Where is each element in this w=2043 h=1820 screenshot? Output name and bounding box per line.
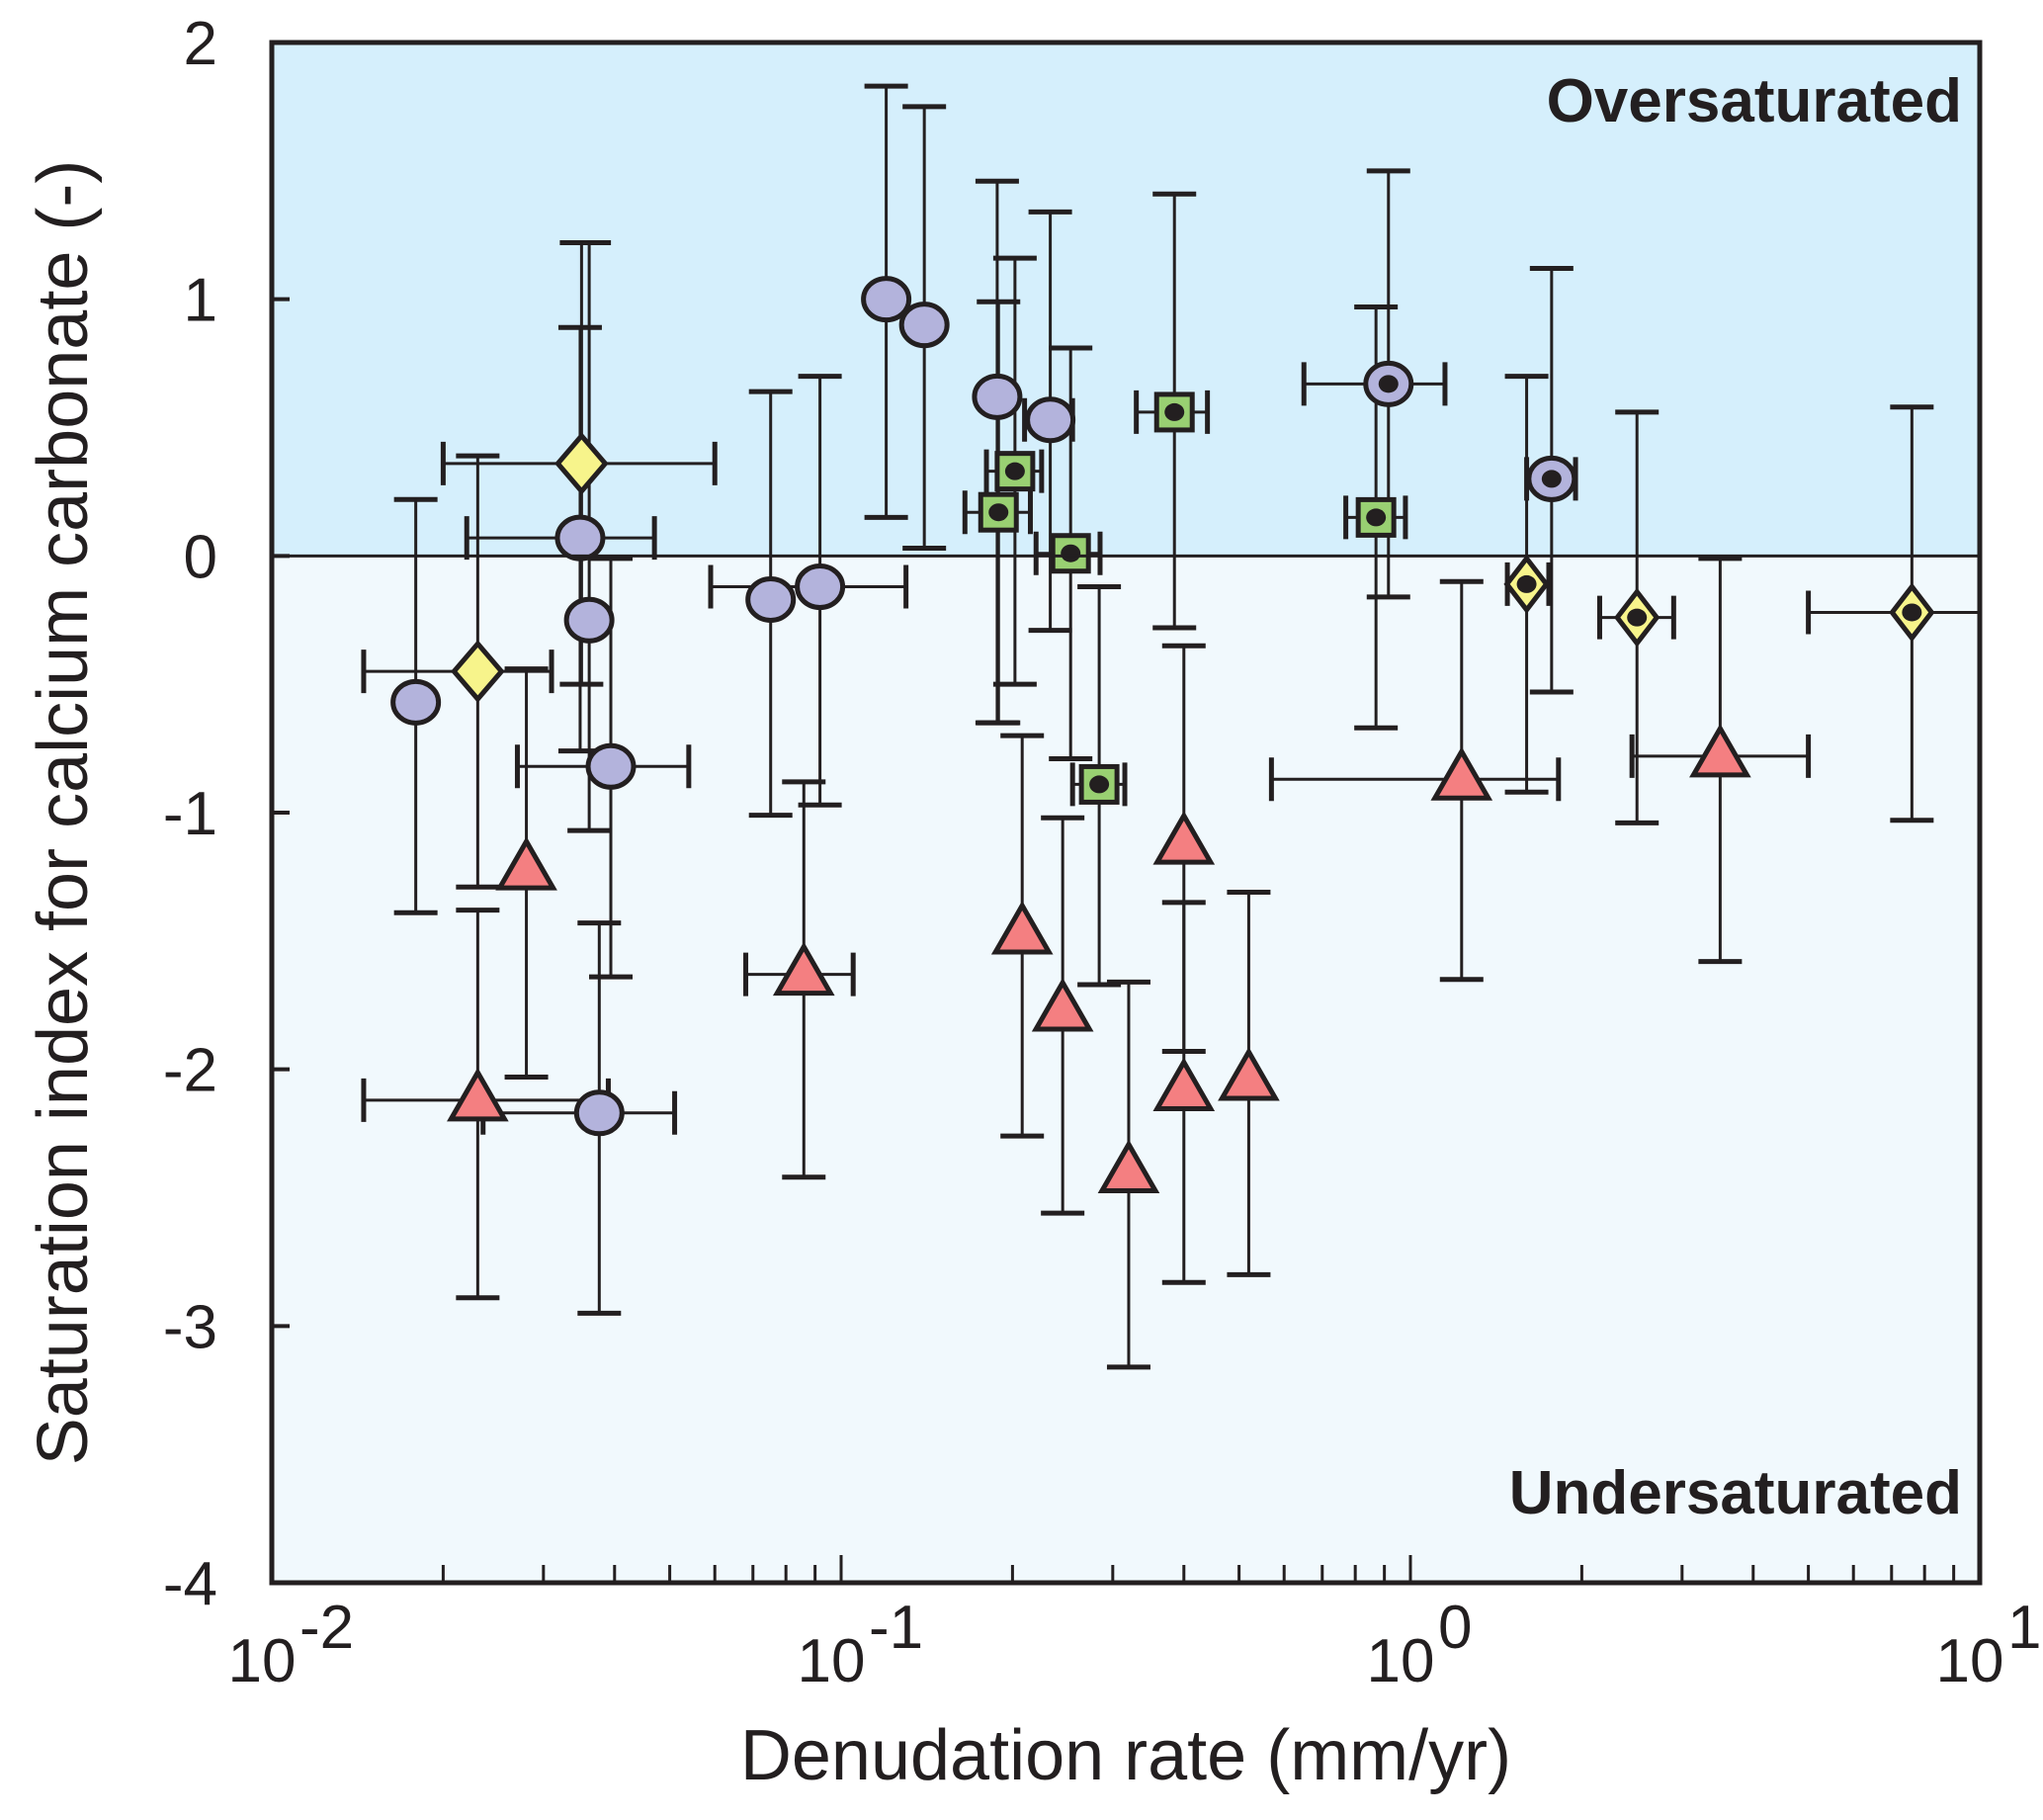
circle-marker — [585, 742, 637, 790]
triangle-marker — [1689, 723, 1751, 778]
region-oversaturated — [272, 43, 1980, 557]
triangle-marker — [1430, 746, 1493, 801]
center-dot — [1541, 470, 1562, 488]
y-tick-label: 2 — [184, 10, 217, 78]
triangle-marker — [447, 1067, 509, 1122]
x-tick-labels: 10 -2 10 -1 10 0 10 1 — [228, 1594, 2042, 1695]
square-dot-marker — [1050, 533, 1091, 574]
region-undersaturated — [272, 556, 1980, 1584]
center-dot — [1089, 775, 1110, 794]
triangle-marker — [1218, 1047, 1280, 1101]
y-tick-label: -1 — [163, 780, 217, 848]
circle-marker — [745, 575, 797, 623]
axis-ticks — [270, 41, 1982, 1585]
circle-marker — [554, 514, 606, 562]
triangle-marker — [495, 836, 557, 891]
center-dot — [1902, 603, 1922, 622]
y-tick-label: 0 — [184, 523, 217, 591]
circle-marker — [795, 563, 846, 610]
center-dot — [988, 503, 1009, 522]
circle-marker — [563, 596, 615, 644]
circle-marker — [573, 1089, 625, 1137]
x-tick-label: 10 — [1936, 1627, 2004, 1695]
circle-marker — [898, 302, 950, 349]
triangle-marker — [1097, 1139, 1160, 1194]
x-tick-label: 10 — [798, 1627, 866, 1695]
circle-marker — [861, 276, 912, 323]
circle-marker — [1025, 396, 1076, 444]
data-markers — [390, 276, 1935, 1194]
triangle-marker — [1152, 1057, 1216, 1111]
y-tick-label: -2 — [163, 1037, 217, 1105]
center-dot — [1378, 375, 1399, 393]
triangle-marker — [1031, 977, 1094, 1032]
center-dot — [1516, 574, 1537, 593]
x-tick-exponent: 0 — [1438, 1594, 1472, 1662]
x-tick-exponent: -2 — [299, 1594, 354, 1662]
center-dot — [1004, 462, 1025, 480]
center-dot — [1164, 402, 1185, 421]
triangle-marker — [990, 901, 1054, 955]
diamond-marker — [554, 432, 609, 495]
y-tick-label: -3 — [163, 1293, 217, 1361]
center-dot — [1061, 544, 1081, 563]
center-dot — [1366, 508, 1387, 527]
diamond-marker — [451, 640, 505, 704]
y-tick-label: 1 — [184, 267, 217, 335]
circle-marker — [972, 373, 1023, 420]
x-tick-label: 10 — [228, 1627, 297, 1695]
triangle-marker — [772, 941, 835, 997]
undersaturated-label: Undersaturated — [1509, 1459, 1962, 1527]
x-tick-label: 10 — [1367, 1627, 1435, 1695]
triangle-marker — [1152, 811, 1216, 865]
x-axis-title: Denudation rate (mm/yr) — [740, 1716, 1511, 1795]
y-axis-title: Saturation index for calcium carbonate (… — [24, 160, 103, 1466]
x-tick-exponent: 1 — [2007, 1594, 2041, 1662]
y-tick-label: -4 — [163, 1550, 217, 1618]
saturation-regions — [272, 43, 1980, 1584]
x-tick-exponent: -1 — [869, 1594, 923, 1662]
circle-marker — [390, 678, 442, 726]
center-dot — [1627, 608, 1648, 627]
oversaturated-label: Oversaturated — [1547, 67, 1962, 135]
y-tick-labels: 2 1 0 -1 -2 -3 -4 — [163, 10, 217, 1618]
